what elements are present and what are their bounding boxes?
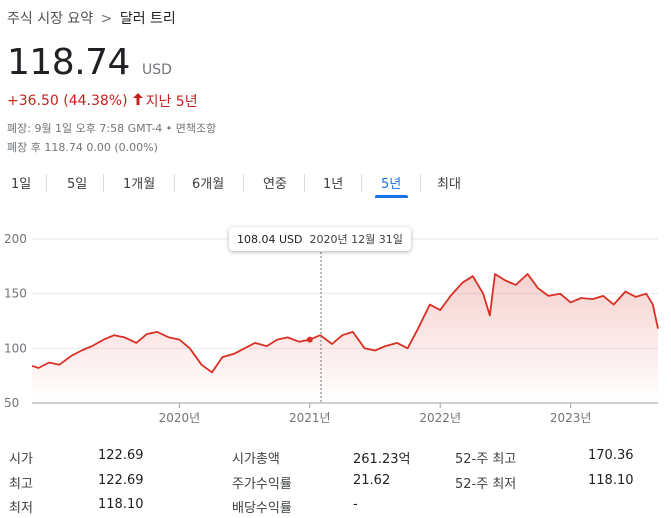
x-tick-label: 2022년 — [419, 411, 461, 425]
stat-dividend-value: - — [353, 497, 358, 512]
stat-52w-low-value: 118.10 — [588, 473, 634, 488]
tooltip-value: 108.04 USD — [237, 232, 303, 246]
stat-pe-label: 주가수익률 — [232, 477, 292, 492]
price-change: +36.50 (44.38%) 지난 5년 — [7, 91, 198, 111]
tab-1d[interactable]: 1일 — [11, 177, 32, 192]
tab-1y[interactable]: 1년 — [323, 177, 344, 192]
price-row: 118.74 USD — [7, 42, 172, 83]
arrow-up-icon — [132, 93, 143, 109]
stat-high-label: 최고 — [9, 477, 33, 492]
hover-point — [306, 336, 313, 343]
tab-1m[interactable]: 1개월 — [123, 177, 156, 192]
stat-market-cap-value: 261.23억 — [353, 452, 411, 467]
stat-52w-high-value: 170.36 — [588, 448, 634, 463]
stat-market-cap-label: 시가총액 — [232, 452, 280, 467]
x-tick-label: 2021년 — [289, 411, 331, 425]
tab-divider — [174, 174, 175, 192]
tab-max[interactable]: 최대 — [437, 177, 461, 192]
tab-divider — [46, 174, 47, 192]
y-tick-label: 50 — [4, 396, 19, 410]
after-hours-info: 폐장 후 118.74 0.00 (0.00%) — [7, 141, 158, 154]
y-tick-label: 100 — [4, 341, 27, 355]
stat-open-value: 122.69 — [98, 448, 144, 463]
tab-divider — [243, 174, 244, 192]
currency-label: USD — [141, 62, 172, 78]
price-chart[interactable]: 200 150 100 50 2020년 2021년 2022년 2023년 — [0, 215, 671, 435]
tab-5d[interactable]: 5일 — [67, 177, 88, 192]
tab-5y[interactable]: 5년 — [381, 177, 402, 192]
change-period: 지난 5년 — [145, 94, 198, 110]
close-info: 폐장: 9월 1일 오후 7:58 GMT-4 • 면책조항 — [7, 122, 217, 135]
x-axis-ticks: 2020년 2021년 2022년 2023년 — [159, 403, 592, 425]
stat-52w-low-label: 52-주 최저 — [455, 477, 517, 492]
stat-low-value: 118.10 — [98, 497, 144, 512]
stat-dividend-label: 배당수익률 — [232, 501, 292, 516]
tab-ytd[interactable]: 연중 — [263, 177, 287, 192]
current-price: 118.74 — [7, 42, 130, 83]
tab-active-indicator — [375, 195, 408, 198]
y-axis-labels: 200 150 100 50 — [4, 232, 27, 410]
stat-low-label: 최저 — [9, 501, 33, 516]
stat-open-label: 시가 — [9, 452, 33, 467]
x-tick-label: 2023년 — [550, 411, 592, 425]
tab-divider — [361, 174, 362, 192]
breadcrumb-current: 달러 트리 — [119, 11, 176, 27]
change-value: +36.50 (44.38%) — [7, 93, 128, 109]
breadcrumb-root-link[interactable]: 주식 시장 요약 — [7, 11, 94, 27]
tab-divider — [420, 174, 421, 192]
y-tick-label: 200 — [4, 232, 27, 246]
stat-high-value: 122.69 — [98, 473, 144, 488]
tooltip-date: 2020년 12월 31일 — [309, 233, 403, 246]
chart-price-line — [31, 273, 659, 374]
tab-6m[interactable]: 6개월 — [192, 177, 225, 192]
chart-area-fill — [32, 274, 658, 403]
y-tick-label: 150 — [4, 287, 27, 301]
stat-52w-high-label: 52-주 최고 — [455, 452, 517, 467]
x-tick-label: 2020년 — [159, 411, 201, 425]
tab-divider — [304, 174, 305, 192]
stat-pe-value: 21.62 — [353, 473, 391, 488]
tab-divider — [103, 174, 104, 192]
breadcrumb: 주식 시장 요약 > 달러 트리 — [7, 8, 176, 28]
chart-tooltip: 108.04 USD 2020년 12월 31일 — [229, 227, 411, 251]
breadcrumb-separator: > — [100, 11, 113, 27]
range-tabs: 1일 5일 1개월 6개월 연중 1년 5년 최대 — [0, 170, 671, 200]
